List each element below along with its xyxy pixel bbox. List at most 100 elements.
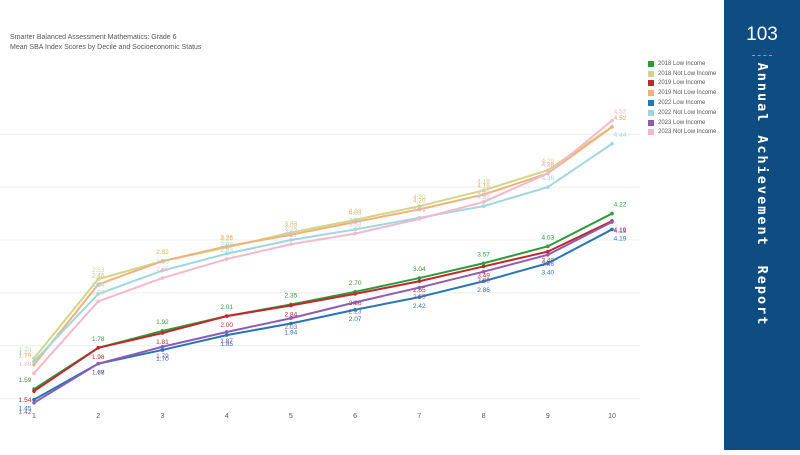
- data-label: 3.40: [541, 269, 554, 276]
- data-point: [32, 389, 36, 393]
- data-point: [481, 279, 486, 284]
- data-label: 1.93: [92, 289, 105, 296]
- data-label: 2.86: [477, 287, 490, 294]
- data-point: [160, 344, 165, 349]
- legend-label: 2019 Not Low Income: [658, 90, 717, 97]
- data-point: [289, 303, 293, 308]
- data-label: 1.59: [19, 377, 32, 384]
- line-chart: 1 2 3 4 5 6 7 8 9 10 1.59 1.78 1.92 2.01 2.35 2.70 3.04 3…: [0, 109, 640, 420]
- data-point: [353, 220, 357, 224]
- legend-item: 2018 Low Income: [648, 59, 716, 69]
- data-point: [289, 242, 293, 247]
- legend-label: 2018 Not Low Income: [658, 70, 717, 77]
- data-label: 1.89: [19, 361, 32, 368]
- x-tick-label: 6: [353, 413, 357, 420]
- data-label: 3.57: [477, 251, 490, 258]
- data-label: 1.92: [156, 319, 169, 326]
- data-label: 1.94: [285, 330, 298, 337]
- data-label: 3.63: [349, 217, 362, 224]
- data-point: [32, 397, 36, 402]
- report-title-word-report: Report: [754, 265, 770, 327]
- data-point: [545, 185, 550, 189]
- data-label: 4.44: [614, 132, 627, 139]
- legend-swatch: [648, 129, 654, 136]
- data-label: 4.18: [477, 178, 490, 185]
- data-label: 4.03: [349, 208, 362, 215]
- chart-title: Smarter Balanced Assessment Mathematics:…: [10, 34, 177, 41]
- data-point: [353, 307, 357, 312]
- series-line-2: [33, 220, 613, 393]
- data-point: [545, 244, 550, 249]
- chart-subtitle: Mean SBA Index Scores by Decile and Soci…: [10, 44, 202, 51]
- data-label: 1.42: [19, 409, 32, 416]
- data-label: 4.39: [477, 194, 490, 201]
- data-point: [417, 207, 422, 212]
- data-label: 1.70: [156, 356, 169, 363]
- data-point: [610, 125, 614, 129]
- data-label: 2.01: [220, 304, 233, 311]
- data-label: 2.53: [92, 267, 105, 274]
- data-label: 2.93: [220, 247, 233, 254]
- legend-item: 2018 Not Low Income: [648, 69, 716, 79]
- data-point: [481, 204, 486, 208]
- data-label: 4.20: [413, 197, 426, 204]
- data-label: 2.65: [156, 266, 169, 273]
- series-line-5: [33, 142, 613, 363]
- legend-item: 2022 Low Income: [648, 98, 716, 108]
- data-label: 2.65: [413, 294, 426, 301]
- legend-label: 2023 Not Low Income: [658, 129, 717, 136]
- data-label: 4.19: [614, 228, 627, 235]
- data-point: [545, 171, 550, 176]
- data-label: 2.65: [413, 287, 426, 294]
- data-label: 4.03: [349, 210, 362, 217]
- series-line-6: [33, 221, 613, 404]
- data-point: [417, 279, 422, 284]
- data-label: 4.18: [477, 183, 490, 190]
- data-label: 1.85: [220, 341, 233, 348]
- data-point: [353, 292, 357, 296]
- data-label: 3.26: [220, 235, 233, 242]
- data-point: [289, 238, 293, 242]
- legend-swatch: [648, 119, 654, 126]
- legend-item: 2022 Not Low Income: [648, 108, 716, 118]
- data-label: 2.84: [285, 312, 298, 319]
- series-line-0: [33, 212, 613, 390]
- orange-divider: [752, 55, 772, 56]
- data-label: 2.82: [156, 249, 169, 256]
- data-label: 2.07: [349, 316, 362, 323]
- data-point: [289, 321, 293, 326]
- x-tick-label: 2: [96, 413, 100, 420]
- data-point: [353, 227, 357, 232]
- data-label: 4.20: [413, 194, 426, 201]
- data-point: [545, 168, 550, 173]
- data-point: [481, 264, 486, 269]
- x-tick-label: 9: [546, 413, 550, 420]
- data-label: 1.45: [19, 406, 32, 413]
- data-label: 2.42: [413, 303, 426, 310]
- data-label: 1.79: [19, 353, 32, 360]
- data-label: 4.01: [413, 206, 426, 213]
- data-point: [481, 200, 486, 204]
- legend-item: 2023 Low Income: [648, 118, 716, 128]
- data-label: 2.23: [349, 308, 362, 315]
- data-point: [353, 231, 357, 236]
- data-point: [610, 227, 614, 232]
- data-label: 1.78: [92, 370, 105, 377]
- x-tick-label: 10: [608, 413, 616, 420]
- data-label: 3.04: [413, 266, 426, 273]
- data-point: [481, 261, 486, 266]
- data-label: 4.28: [541, 161, 554, 168]
- legend-label: 2019 Low Income: [658, 80, 706, 87]
- data-point: [224, 330, 229, 334]
- data-point: [610, 118, 614, 123]
- legend-label: 2022 Low Income: [658, 100, 706, 107]
- data-label: 3.36: [477, 278, 490, 285]
- data-label: 3.49: [541, 258, 554, 265]
- data-point: [610, 142, 614, 146]
- data-label: 4.22: [614, 202, 627, 209]
- legend-swatch: [648, 100, 654, 107]
- data-label: 4.19: [614, 235, 627, 242]
- series-line-1: [33, 126, 613, 360]
- page-number: 103: [746, 24, 778, 45]
- data-label: 1.81: [156, 339, 169, 346]
